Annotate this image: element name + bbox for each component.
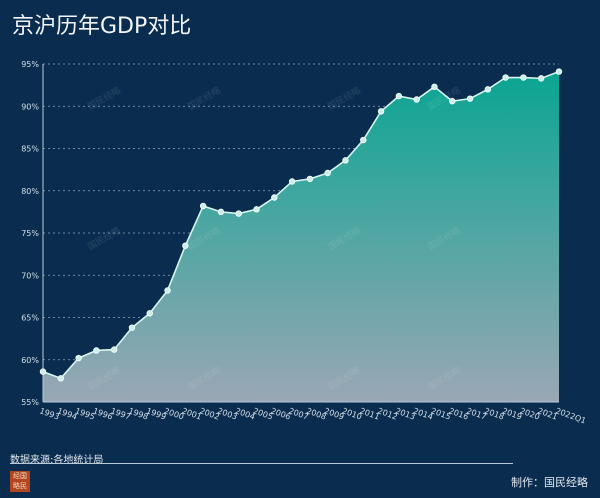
data-point <box>466 95 474 102</box>
data-point <box>377 108 385 115</box>
data-point <box>555 68 563 75</box>
data-point <box>502 74 509 81</box>
data-point <box>306 175 314 183</box>
data-point <box>520 74 527 81</box>
data-point <box>288 178 296 185</box>
data-point <box>431 83 438 91</box>
data-point <box>235 210 242 217</box>
data-point <box>360 136 367 144</box>
data-point <box>217 208 225 216</box>
data-point <box>199 202 207 210</box>
y-tick-label: 65% <box>21 314 39 323</box>
series-line <box>42 70 560 380</box>
data-point <box>253 206 260 213</box>
watermark: 国民经略 <box>326 84 363 112</box>
data-point <box>110 346 118 353</box>
y-tick-label: 90% <box>21 102 39 111</box>
credit: 制作：国民经略 <box>511 476 588 489</box>
y-tick-label: 60% <box>21 356 39 365</box>
data-point <box>324 169 331 177</box>
logo-seal: 经国 略民 <box>10 471 30 492</box>
y-tick-label: 75% <box>21 229 39 238</box>
data-point <box>271 194 278 201</box>
data-point <box>395 92 403 100</box>
x-tick-label: 2022Q1 <box>554 406 587 425</box>
data-point <box>413 96 420 103</box>
data-point <box>75 354 82 362</box>
divider <box>10 463 513 464</box>
y-tick-label: 55% <box>21 398 39 407</box>
y-tick-label: 95% <box>21 60 39 69</box>
chart-title: 京沪历年GDP对比 <box>12 14 192 39</box>
data-point <box>93 347 100 354</box>
area-chart: 55%60%65%70%75%80%85%90%95%国民经略 国民经略国民经略国… <box>21 60 587 426</box>
data-point <box>128 324 136 331</box>
data-point <box>57 375 64 382</box>
data-point <box>39 368 47 375</box>
data-source: 数据来源:各地统计局 <box>10 455 104 466</box>
data-point <box>164 287 171 294</box>
data-point <box>342 157 349 164</box>
watermark: 国民经略 <box>86 224 123 252</box>
watermark: 国民经略 <box>86 84 123 112</box>
y-tick-label: 80% <box>21 187 39 196</box>
y-tick-label: 70% <box>21 271 39 280</box>
data-point <box>146 310 153 317</box>
data-point <box>449 97 456 105</box>
data-point <box>484 86 492 93</box>
area-fill <box>43 71 559 402</box>
y-tick-label: 85% <box>21 145 39 154</box>
data-point <box>182 242 189 249</box>
data-point <box>538 75 545 82</box>
watermark: 国民经略 <box>186 84 223 112</box>
